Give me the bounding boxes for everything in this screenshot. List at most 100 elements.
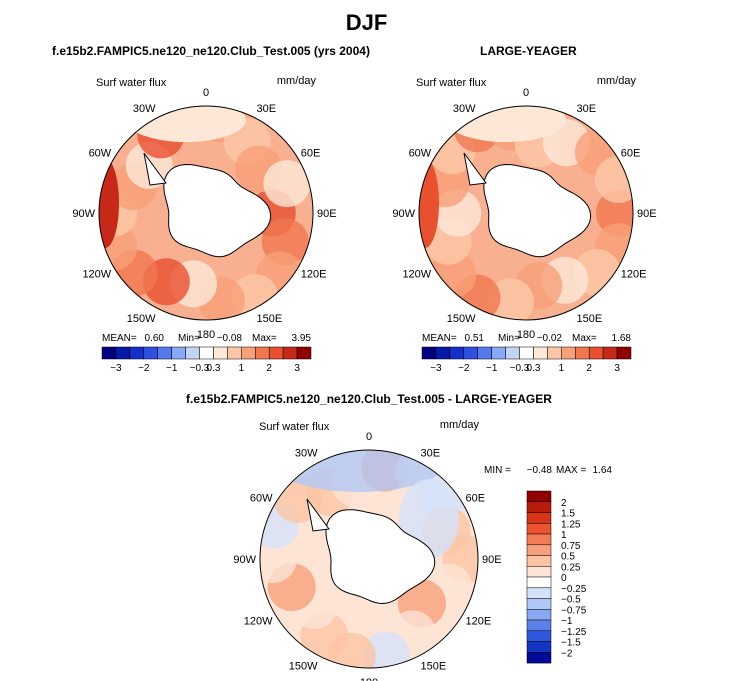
figure-title: DJF (345, 10, 388, 35)
colorbar-tick-label: 1 (561, 530, 567, 541)
colorbar-swatch (526, 609, 552, 621)
colorbar-tick-label: −3 (430, 363, 442, 374)
colorbar-tick-label: 2 (266, 363, 272, 374)
panel-3-title: f.e15b2.FAMPIC5.ne120_ne120.Club_Test.00… (186, 392, 552, 406)
panel-1-anomaly-patch (263, 160, 311, 208)
colorbar-tick-label: 0.3 (527, 363, 541, 374)
colorbar-tick-label: −0.3 (190, 363, 210, 374)
panel-3-negative-region (271, 450, 447, 492)
colorbar-swatch (185, 346, 200, 360)
colorbar-swatch (505, 346, 520, 360)
colorbar-tick-label: −0.5 (561, 595, 581, 606)
panel-1-lon-label: 120E (301, 269, 327, 281)
colorbar-tick-label: −3 (110, 363, 122, 374)
colorbar-tick-label: 0 (561, 573, 567, 584)
colorbar-tick-label: −1 (561, 616, 573, 627)
colorbar-tick-label: 0.5 (561, 552, 575, 563)
panel-1-lon-label: 90E (317, 208, 337, 220)
panel-2-lon-label: 60W (409, 148, 432, 160)
colorbar-swatch (526, 598, 552, 610)
colorbar-tick-label: −0.75 (561, 605, 587, 616)
panel-1-map: 0 30E 60E 90E 120E 150E 180 150W 120W 90W 60W 30W Su… (72, 75, 336, 341)
panel-2-map: 0 30E 60E 90E 120E 150E 180 150W 120W 90W 60W 30W Su… (392, 75, 656, 341)
colorbar-tick-label: −0.3 (510, 363, 530, 374)
panel-2-lon-label: 120W (402, 269, 431, 281)
stat-max-value: 1.68 (612, 333, 632, 344)
colorbar-swatch (101, 346, 117, 360)
panel-3-lon-label: 60W (250, 493, 273, 505)
panel-3-lon-label: 120E (466, 616, 492, 628)
panel-3-lon-label: 150W (289, 661, 318, 673)
colorbar-swatch (268, 346, 284, 360)
colorbar-swatch (449, 346, 465, 360)
colorbar-swatch (602, 346, 618, 360)
colorbar-swatch (477, 346, 492, 360)
colorbar-swatch (526, 490, 552, 503)
colorbar-swatch (171, 346, 186, 360)
panel-2-lon-label: 30E (577, 103, 597, 115)
stat-max-label: Max= (572, 333, 597, 344)
panel-1-title: f.e15b2.FAMPIC5.ne120_ne120.Club_Test.00… (52, 44, 370, 58)
colorbar-swatch (526, 576, 552, 589)
colorbar-swatch (519, 346, 534, 360)
colorbar-tick-label: 1 (239, 363, 245, 374)
panel-1-map-border (98, 105, 314, 321)
stat-min-value: −0.02 (537, 333, 563, 344)
panel-2-anomaly-patch (594, 155, 633, 203)
colorbar-tick-label: 1 (559, 363, 565, 374)
colorbar-swatch (227, 346, 242, 360)
panel-1-field (99, 106, 313, 320)
panel-2-colorbar: −3 −2 −1 −0.30.3 1 2 3 MEAN= 0.51 Min= −0.02 Max= 1.… (421, 333, 632, 374)
panel-1-lon-label: 150E (257, 313, 283, 325)
colorbar-swatch (241, 346, 256, 360)
stat-max-label: Max= (252, 333, 277, 344)
panel-2-field (419, 106, 633, 320)
colorbar-swatch (129, 346, 145, 360)
colorbar-swatch (526, 544, 552, 556)
colorbar-swatch (526, 501, 552, 513)
panel-1-units-label: mm/day (277, 75, 317, 87)
panel-1-lon-label: 30W (133, 103, 156, 115)
panel-2-title: LARGE-YEAGER (480, 44, 577, 58)
colorbar-swatch (526, 619, 552, 632)
panel-2-lon-label: 90W (392, 208, 415, 220)
colorbar-swatch (526, 630, 552, 642)
colorbar-swatch (526, 652, 552, 664)
panel-1-peninsula-outline (143, 152, 167, 186)
colorbar-swatch (115, 346, 131, 360)
colorbar-swatch (533, 346, 548, 360)
stat-mean-label: MEAN= (422, 333, 457, 344)
panel-2-lon-label: 0 (523, 87, 529, 99)
stat-mean-label: MEAN= (102, 333, 137, 344)
panel-2-lon-label: 150E (577, 313, 603, 325)
colorbar-tick-label: 1.25 (561, 519, 581, 530)
panel-1-lon-label: 30E (257, 103, 277, 115)
stat-min-value: −0.08 (217, 333, 243, 344)
panel-3-units-label: mm/day (440, 419, 480, 431)
colorbar-tick-label: 2 (561, 498, 567, 509)
colorbar-tick-label: −1.25 (561, 627, 587, 638)
colorbar-swatch (296, 346, 312, 360)
colorbar-tick-label: −1 (166, 363, 178, 374)
colorbar-swatch (526, 566, 552, 578)
colorbar-swatch (463, 346, 478, 360)
panel-2-peninsula-outline (463, 152, 487, 186)
colorbar-swatch (282, 346, 298, 360)
colorbar-swatch (526, 555, 552, 567)
colorbar-tick-label: −1.5 (561, 638, 581, 649)
panel-2-lon-label: 60E (621, 148, 641, 160)
stat-min-label: Min= (498, 333, 520, 344)
panel-2-anomaly-patch (595, 189, 633, 237)
stat-min-label: Min= (178, 333, 200, 344)
panel-3-lon-label: 180 (360, 677, 378, 681)
panel-2-lon-label: 90E (637, 208, 657, 220)
colorbar-tick-label: 0.3 (207, 363, 221, 374)
colorbar-swatch (213, 346, 228, 360)
stat-max-value: 1.64 (593, 465, 613, 476)
stat-mean-value: 0.51 (465, 333, 485, 344)
stat-max-label: MAX = (556, 465, 586, 476)
colorbar-swatch (526, 512, 552, 524)
stat-max-value: 3.95 (292, 333, 312, 344)
panel-3-lon-label: 0 (366, 431, 372, 443)
